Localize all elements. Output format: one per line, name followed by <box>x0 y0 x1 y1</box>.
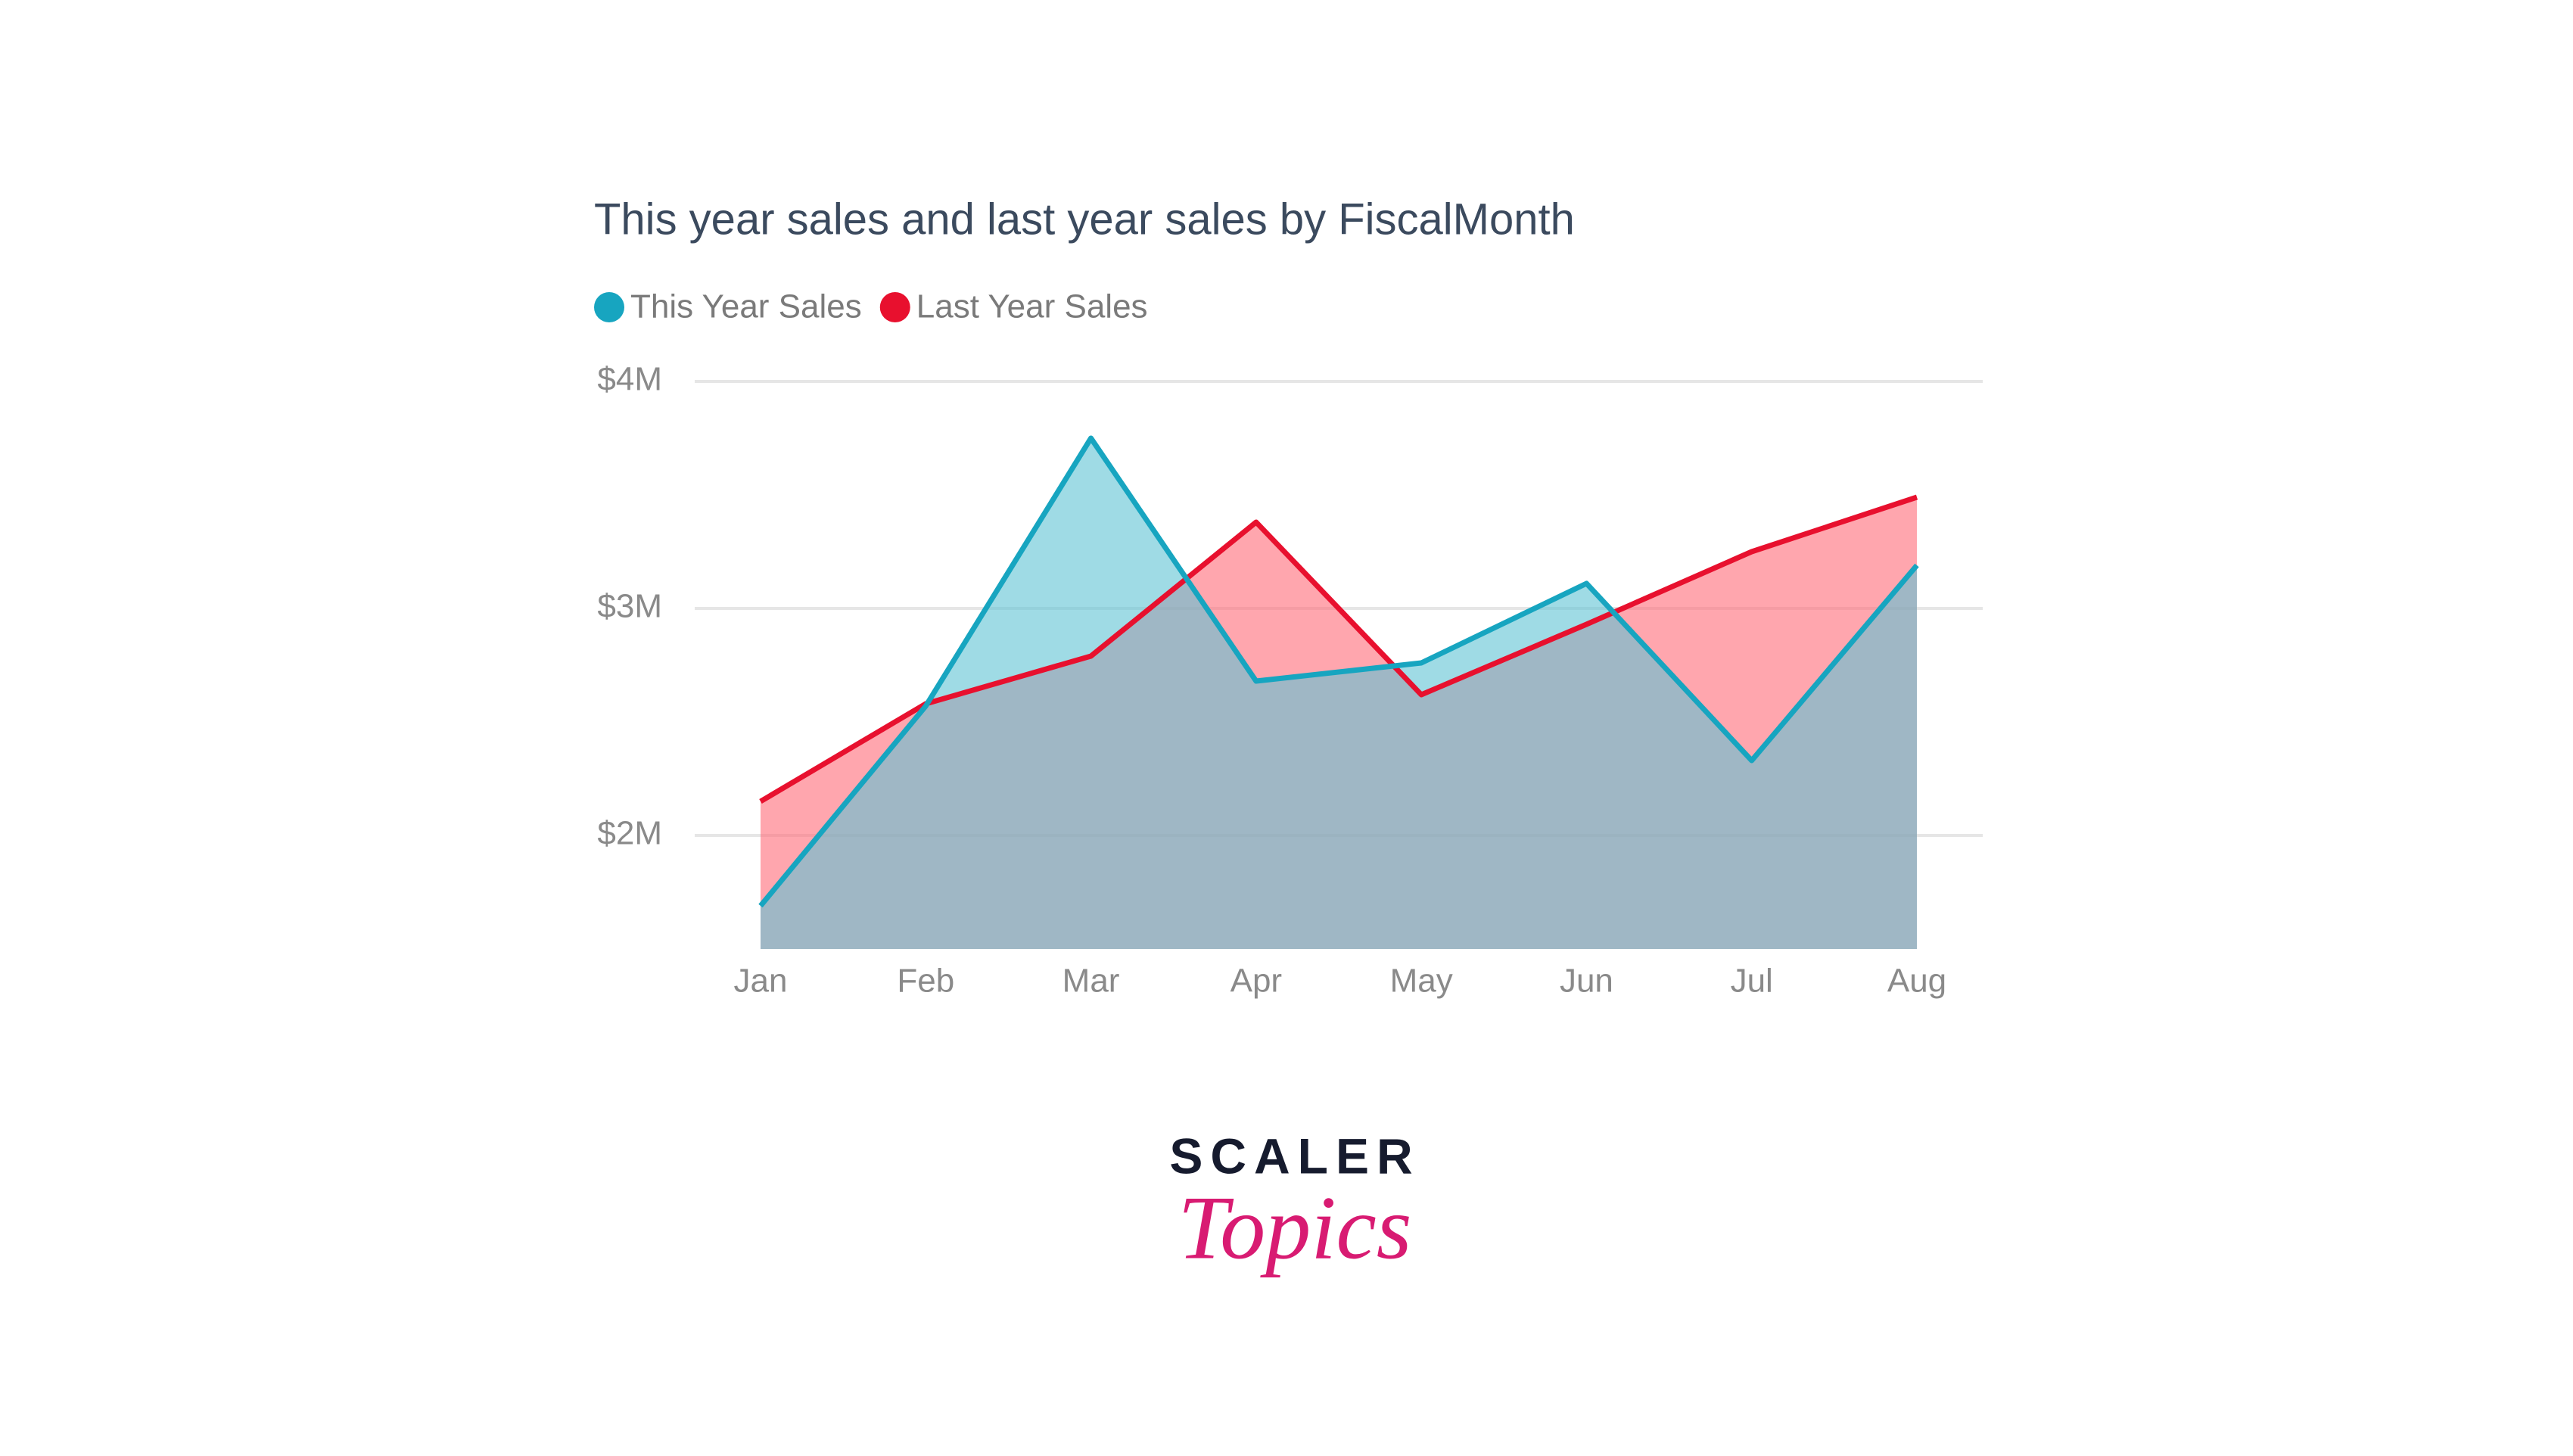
y-tick-label: $2M <box>597 815 662 852</box>
x-tick-label: Jan <box>734 963 788 1000</box>
series-line <box>759 494 1918 804</box>
x-tick-label: Feb <box>897 963 954 1000</box>
logo-text: SCALER <box>1169 1128 1420 1184</box>
area-fill <box>761 438 1917 949</box>
x-tick-label: May <box>1390 963 1453 1000</box>
x-tick-label: Jun <box>1560 963 1613 1000</box>
chart-title: This year sales and last year sales by F… <box>594 194 1575 244</box>
legend-marker <box>594 292 624 322</box>
x-tick-label: Jul <box>1731 963 1773 1000</box>
logo-script: Topics <box>1178 1178 1411 1278</box>
series-line <box>758 435 1919 908</box>
x-tick-label: Mar <box>1062 963 1120 1000</box>
y-tick-label: $4M <box>597 361 662 398</box>
x-tick-label: Apr <box>1230 963 1282 1000</box>
x-tick-label: Aug <box>1887 963 1946 1000</box>
legend-label: Last Year Sales <box>916 288 1148 325</box>
legend-label: This Year Sales <box>630 288 862 325</box>
y-tick-label: $3M <box>597 588 662 625</box>
legend-marker <box>879 292 910 322</box>
